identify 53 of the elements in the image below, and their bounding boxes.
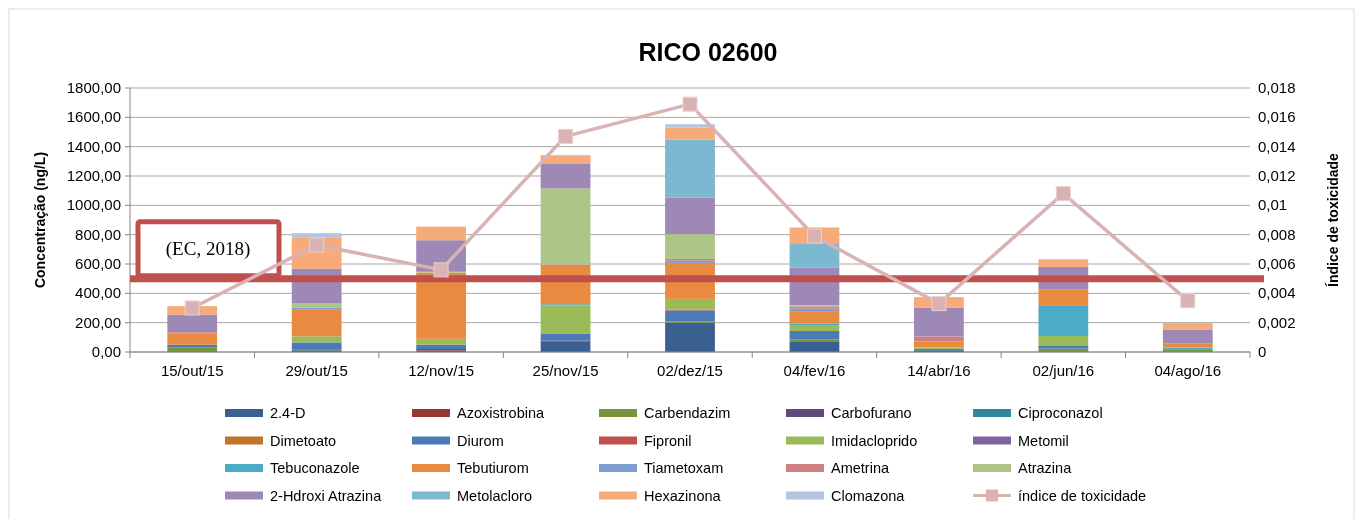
y-tick-label: 1000,00 (66, 196, 121, 214)
chart-title: RICO 02600 (638, 38, 778, 66)
y-tick-label: 1600,00 (66, 108, 121, 126)
legend-label: Metolacloro (457, 487, 532, 504)
y-tick-label: 200,00 (75, 313, 121, 331)
legend-label: 2-Hdroxi Atrazina (270, 487, 383, 504)
x-tick-label: 25/nov/15 (532, 362, 599, 379)
y2-axis-title: Índice de toxicidade (1325, 152, 1341, 287)
legend-label: Ciproconazol (1018, 405, 1103, 421)
legend-label: Atrazina (1018, 460, 1073, 476)
y-tick-label: 600,00 (75, 255, 121, 272)
legend-label: Dimetoato (270, 432, 337, 449)
y-tick-label: 0,00 (91, 343, 121, 360)
y2-tick-label: 0,004 (1258, 284, 1296, 302)
y2-tick-label: 0,012 (1258, 167, 1296, 184)
legend-label: Tebuconazole (270, 460, 360, 476)
legend-label: Tiametoxam (644, 460, 724, 476)
y-tick-label: 400,00 (75, 284, 121, 302)
y2-tick-label: 0,002 (1258, 313, 1296, 331)
legend-label: Carbendazim (644, 405, 731, 421)
y2-tick-label: 0,018 (1258, 79, 1296, 96)
legend-label: Hexazinona (644, 487, 722, 504)
x-tick-label: 02/dez/15 (657, 362, 723, 379)
x-tick-label: 02/jun/16 (1032, 362, 1095, 379)
y2-tick-label: 0,01 (1258, 196, 1288, 214)
x-tick-label: 12/nov/15 (408, 362, 475, 379)
legend-label: Ametrina (831, 460, 890, 476)
x-tick-label: 29/out/15 (285, 362, 348, 379)
legend-label: Fipronil (644, 432, 692, 449)
y-tick-label: 800,00 (75, 225, 121, 243)
legend-label: Tebutiurom (457, 460, 529, 476)
legend-label: Clomazona (831, 487, 906, 504)
ref-line-label: (EC, 2018) (165, 237, 251, 260)
legend-label: 2.4-D (270, 405, 306, 421)
legend-label: Diurom (457, 432, 504, 449)
y2-tick-label: 0,014 (1258, 137, 1296, 155)
y2-tick-label: 0,016 (1258, 108, 1296, 126)
y-axis-title: Concentração (ng/L) (32, 151, 48, 289)
y-tick-label: 1800,00 (66, 79, 121, 96)
legend-label: índice de toxicidade (1018, 487, 1147, 504)
x-tick-label: 04/ago/16 (1154, 362, 1222, 379)
x-tick-label: 15/out/15 (160, 362, 224, 379)
y2-tick-label: 0,008 (1258, 225, 1296, 243)
y2-tick-label: 0,006 (1258, 255, 1296, 272)
x-tick-label: 14/abr/16 (907, 362, 971, 379)
legend-label: Azoxistrobina (457, 405, 545, 421)
y2-tick-label: 0 (1258, 343, 1267, 360)
legend-label: Carbofurano (831, 405, 912, 421)
y-tick-label: 1200,00 (66, 167, 121, 184)
legend-label: Metomil (1018, 432, 1069, 449)
x-tick-label: 04/fev/16 (783, 362, 846, 379)
y-tick-label: 1400,00 (66, 137, 121, 155)
legend-label: Imidacloprido (831, 432, 918, 449)
